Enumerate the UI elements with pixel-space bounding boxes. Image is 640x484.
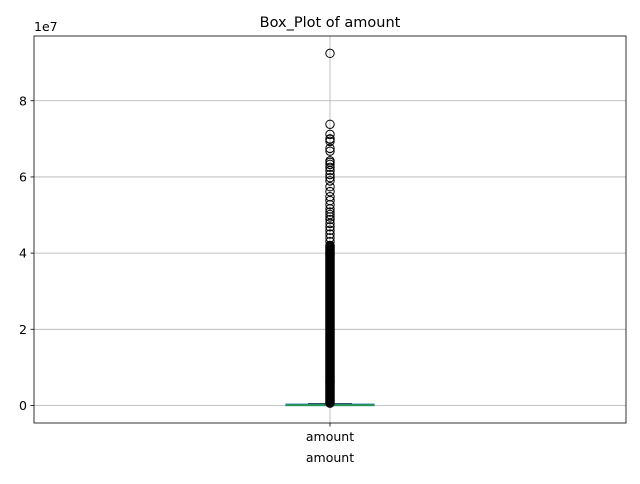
outlier-marker <box>325 225 335 235</box>
chart-title: Box_Plot of amount <box>260 15 401 31</box>
outlier-markers <box>325 48 335 408</box>
outlier-marker <box>325 222 335 232</box>
x-tick-label: amount <box>306 429 354 444</box>
x-axis-label: amount <box>306 450 354 465</box>
outlier-marker <box>325 176 335 186</box>
x-axis-ticks: amount <box>306 423 354 444</box>
outlier-marker <box>325 166 335 176</box>
outlier-marker <box>325 129 335 140</box>
y-tick-label: 4 <box>19 246 27 261</box>
outlier-marker <box>325 48 335 59</box>
outlier-marker <box>325 146 335 156</box>
outlier-marker <box>325 172 335 183</box>
y-tick-label: 2 <box>19 322 27 337</box>
outlier-marker <box>325 207 335 217</box>
outlier-marker <box>325 236 335 247</box>
outlier-marker <box>325 181 335 192</box>
outlier-marker <box>325 218 335 229</box>
outlier-marker <box>325 229 335 239</box>
outlier-marker <box>325 200 335 210</box>
outlier-marker <box>325 214 335 225</box>
outlier-marker <box>325 162 335 172</box>
y-axis-ticks: 0 2 4 6 8 <box>19 93 34 413</box>
outlier-marker <box>325 136 335 147</box>
y-offset-label: 1e7 <box>34 19 58 34</box>
outlier-marker <box>325 143 335 154</box>
outlier-marker <box>325 186 335 197</box>
outlier-marker <box>325 240 335 251</box>
outlier-marker <box>325 119 335 129</box>
outlier-marker <box>325 159 335 170</box>
y-tick-label: 6 <box>19 169 27 184</box>
outlier-marker <box>325 169 335 180</box>
outlier-marker <box>325 212 335 222</box>
y-tick-label: 8 <box>19 93 27 108</box>
y-tick-label: 0 <box>19 398 27 413</box>
outlier-marker <box>325 233 335 243</box>
